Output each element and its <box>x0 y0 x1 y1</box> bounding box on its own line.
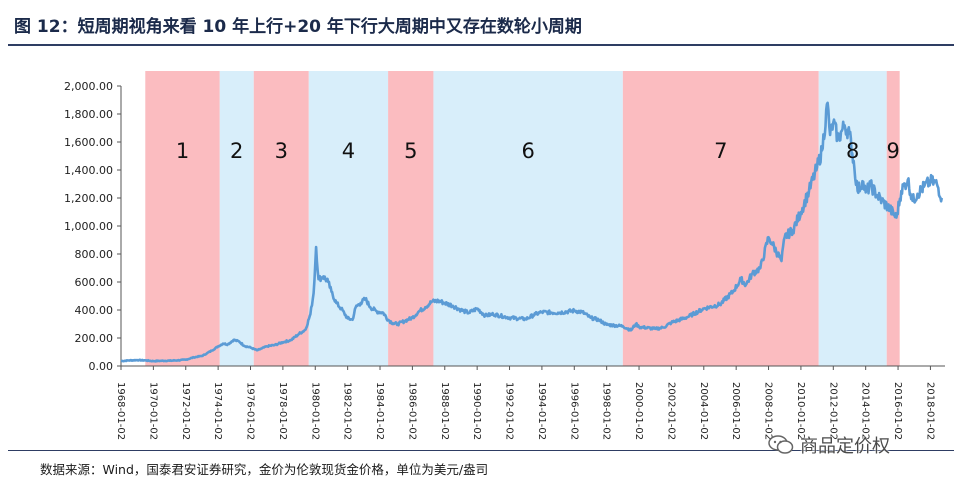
source-note: 数据来源：Wind，国泰君安证券研究，金价为伦敦现货金价格，单位为美元/盎司 <box>40 462 489 477</box>
y-axis: 0.00 200.00 400.00 600.00 800.00 1,000.00 1,20… <box>64 80 122 373</box>
x-tick-label: 1986-01-02 <box>406 382 417 440</box>
y-tick-label: 0.00 <box>89 360 114 373</box>
period-label-2: 2 <box>230 139 243 163</box>
gold-price-line <box>120 101 944 363</box>
period-band-3 <box>253 71 309 366</box>
period-band-9 <box>886 71 900 366</box>
period-label-5: 5 <box>404 139 417 163</box>
x-tick-label: 1982-01-02 <box>342 382 353 440</box>
x-tick-label: 1972-01-02 <box>180 382 191 440</box>
period-band-6 <box>433 71 623 366</box>
y-tick-label: 1,400.00 <box>64 164 113 177</box>
watermark-text: 商品定价权 <box>800 436 890 457</box>
figure-title: 图 12：短周期视角来看 10 年上行+20 年下行大周期中又存在数轮小周期 <box>14 17 582 37</box>
y-tick-label: 400.00 <box>75 304 114 317</box>
x-tick-label: 1992-01-02 <box>504 382 515 440</box>
period-bands <box>145 71 900 366</box>
watermark: 商品定价权 <box>768 432 890 458</box>
x-tick-label: 1996-01-02 <box>568 382 579 440</box>
x-tick-label: 2018-01-02 <box>924 382 935 440</box>
x-tick-label: 1980-01-02 <box>309 382 320 440</box>
y-tick-label: 1,600.00 <box>64 136 113 149</box>
x-tick-label: 1976-01-02 <box>245 382 256 440</box>
period-label-9: 9 <box>887 139 900 163</box>
wechat-icon <box>768 435 794 454</box>
title-divider <box>8 44 954 46</box>
x-tick-label: 1970-01-02 <box>147 382 158 440</box>
x-tick-label: 1968-01-02 <box>115 382 126 440</box>
x-tick-label: 1994-01-02 <box>536 382 547 440</box>
y-tick-label: 600.00 <box>75 276 114 289</box>
x-tick-label: 2008-01-02 <box>763 382 774 440</box>
x-tick-label: 1988-01-02 <box>439 382 450 440</box>
period-label-6: 6 <box>521 139 534 163</box>
period-label-7: 7 <box>714 139 727 163</box>
period-label-4: 4 <box>342 139 355 163</box>
y-tick-label: 1,200.00 <box>64 192 113 205</box>
x-tick-label: 2000-01-02 <box>633 382 644 440</box>
price-line-layer <box>120 101 944 363</box>
period-label-3: 3 <box>275 139 288 163</box>
source-divider <box>8 450 954 451</box>
x-tick-label: 1990-01-02 <box>471 382 482 440</box>
x-tick-label: 2010-01-02 <box>795 382 806 440</box>
period-band-7 <box>622 71 819 366</box>
x-tick-label: 2016-01-02 <box>892 382 903 440</box>
period-band-2 <box>219 71 254 366</box>
period-label-1: 1 <box>176 139 189 163</box>
period-band-4 <box>308 71 389 366</box>
x-tick-label: 1998-01-02 <box>601 382 612 440</box>
x-tick-label: 2004-01-02 <box>698 382 709 440</box>
period-label-8: 8 <box>846 139 859 163</box>
period-band-1 <box>145 71 220 366</box>
y-tick-label: 1,800.00 <box>64 108 113 121</box>
y-tick-label: 200.00 <box>75 332 114 345</box>
x-tick-label: 2014-01-02 <box>860 382 871 440</box>
x-tick-label: 2002-01-02 <box>665 382 676 440</box>
x-tick-label: 2012-01-02 <box>827 382 838 440</box>
x-tick-label: 1974-01-02 <box>212 382 223 440</box>
x-tick-label: 2006-01-02 <box>730 382 741 440</box>
x-axis: 1968-01-02 1970-01-02 1972-01-02 1974-01-02… <box>115 365 945 440</box>
x-tick-label: 1978-01-02 <box>277 382 288 440</box>
x-tick-label: 1984-01-02 <box>374 382 385 440</box>
y-tick-label: 2,000.00 <box>64 80 113 93</box>
y-tick-label: 800.00 <box>75 248 114 261</box>
y-tick-label: 1,000.00 <box>64 220 113 233</box>
period-labels: 1 2 3 4 5 6 7 8 9 <box>176 139 900 163</box>
